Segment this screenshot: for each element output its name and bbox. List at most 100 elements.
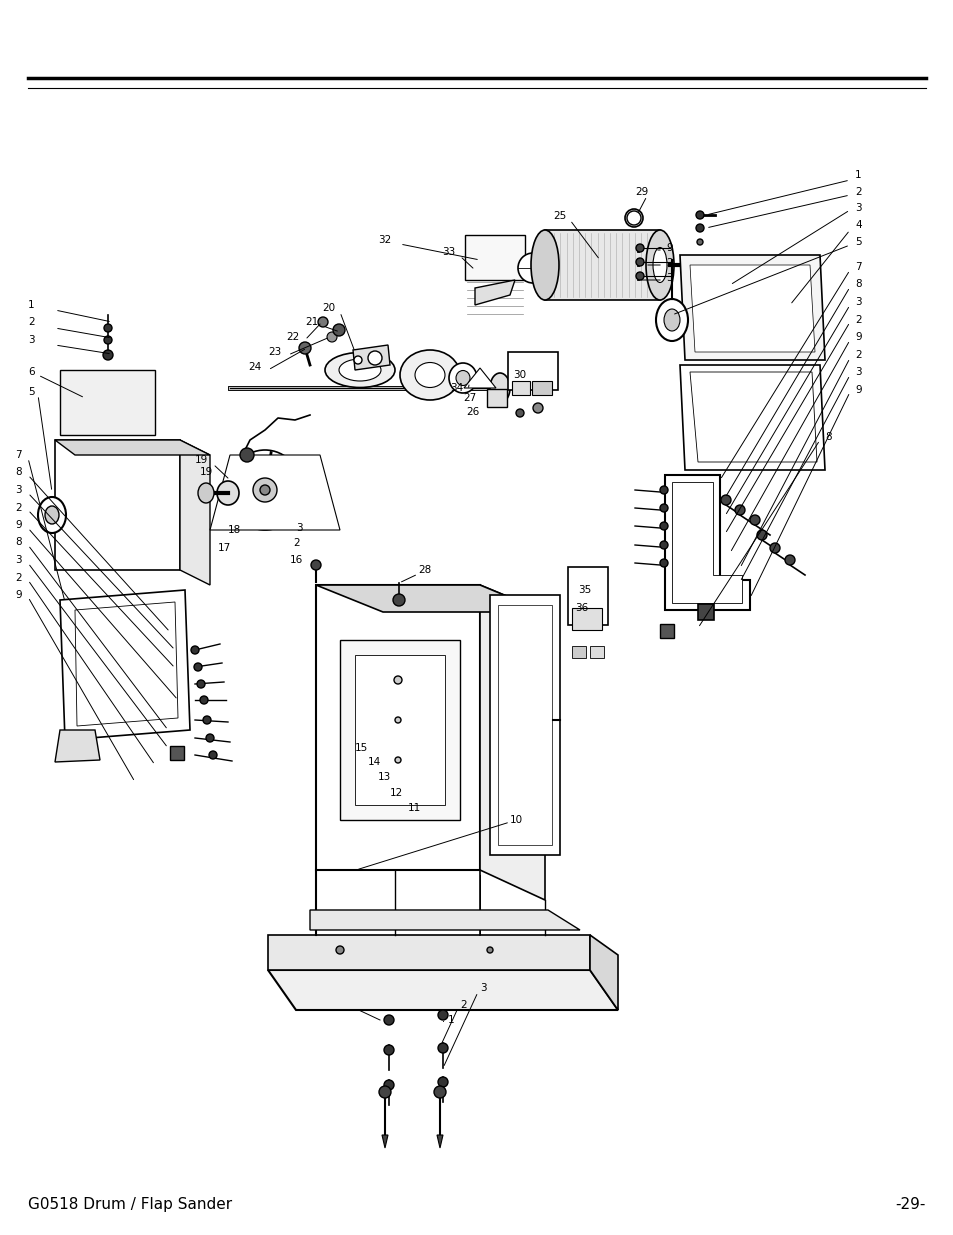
Circle shape xyxy=(203,716,211,724)
Polygon shape xyxy=(339,640,459,820)
Circle shape xyxy=(196,680,205,688)
Text: 25: 25 xyxy=(553,211,566,221)
Bar xyxy=(507,352,558,390)
Bar xyxy=(532,382,552,395)
Circle shape xyxy=(659,541,667,550)
Text: 8: 8 xyxy=(15,467,22,477)
Ellipse shape xyxy=(399,350,459,400)
Polygon shape xyxy=(180,440,210,585)
Text: 19: 19 xyxy=(194,454,208,466)
Text: 7: 7 xyxy=(15,450,22,459)
Circle shape xyxy=(486,947,493,953)
Circle shape xyxy=(734,505,744,515)
Text: 3: 3 xyxy=(854,367,861,377)
Text: 2: 2 xyxy=(459,1000,466,1010)
Text: 7: 7 xyxy=(854,262,861,272)
Ellipse shape xyxy=(216,480,239,505)
Ellipse shape xyxy=(327,332,336,342)
Polygon shape xyxy=(55,440,180,571)
Circle shape xyxy=(260,485,270,495)
Text: 2: 2 xyxy=(15,503,22,513)
Polygon shape xyxy=(353,345,390,370)
Circle shape xyxy=(636,258,643,266)
Polygon shape xyxy=(664,475,749,610)
Circle shape xyxy=(437,1077,448,1087)
Ellipse shape xyxy=(645,230,673,300)
Circle shape xyxy=(191,646,199,655)
Text: 3: 3 xyxy=(28,335,34,345)
Text: 20: 20 xyxy=(322,303,335,312)
Circle shape xyxy=(626,211,640,225)
Text: 3: 3 xyxy=(479,983,486,993)
Text: 12: 12 xyxy=(390,788,403,798)
Circle shape xyxy=(697,240,702,245)
Circle shape xyxy=(333,324,345,336)
Text: 34: 34 xyxy=(450,383,463,393)
Polygon shape xyxy=(497,605,552,845)
Text: 5: 5 xyxy=(854,237,861,247)
Text: 6: 6 xyxy=(28,367,34,377)
Text: 8: 8 xyxy=(854,279,861,289)
Text: 9: 9 xyxy=(15,590,22,600)
Text: 1: 1 xyxy=(28,300,34,310)
Circle shape xyxy=(533,403,542,412)
Text: 23: 23 xyxy=(268,347,281,357)
Bar xyxy=(698,604,713,620)
Text: 4: 4 xyxy=(854,220,861,230)
Bar xyxy=(572,646,585,658)
Circle shape xyxy=(200,697,208,704)
Ellipse shape xyxy=(663,309,679,331)
Polygon shape xyxy=(679,366,824,471)
Polygon shape xyxy=(490,595,559,855)
Polygon shape xyxy=(479,585,544,900)
Circle shape xyxy=(636,245,643,252)
Text: 17: 17 xyxy=(218,543,231,553)
Circle shape xyxy=(298,342,311,354)
Circle shape xyxy=(209,751,216,760)
Circle shape xyxy=(696,211,703,219)
Circle shape xyxy=(437,1010,448,1020)
Circle shape xyxy=(354,356,361,364)
Text: 32: 32 xyxy=(377,235,391,245)
Circle shape xyxy=(384,1045,394,1055)
Text: 1: 1 xyxy=(448,1015,455,1025)
Text: 3: 3 xyxy=(854,203,861,212)
Bar xyxy=(572,608,601,630)
Ellipse shape xyxy=(490,373,510,403)
Polygon shape xyxy=(315,585,479,869)
Text: 5: 5 xyxy=(28,387,34,396)
Polygon shape xyxy=(55,730,100,762)
Polygon shape xyxy=(679,254,824,359)
Circle shape xyxy=(104,336,112,345)
Bar xyxy=(589,646,603,658)
Circle shape xyxy=(240,448,253,462)
Circle shape xyxy=(253,478,276,501)
Ellipse shape xyxy=(45,506,59,524)
Bar xyxy=(170,746,184,760)
Text: 2: 2 xyxy=(854,315,861,325)
Circle shape xyxy=(104,324,112,332)
Circle shape xyxy=(193,663,202,671)
Polygon shape xyxy=(75,601,178,726)
Circle shape xyxy=(394,676,401,684)
Text: 2: 2 xyxy=(854,186,861,198)
Text: 27: 27 xyxy=(462,393,476,403)
Circle shape xyxy=(659,487,667,494)
Text: -29-: -29- xyxy=(895,1198,925,1213)
Circle shape xyxy=(749,515,760,525)
Polygon shape xyxy=(268,935,589,969)
Bar xyxy=(567,567,607,625)
Text: 36: 36 xyxy=(575,603,588,613)
Circle shape xyxy=(103,350,112,359)
Text: 3: 3 xyxy=(295,522,302,534)
Text: 1: 1 xyxy=(854,170,861,180)
Text: 2: 2 xyxy=(293,538,299,548)
Text: 16: 16 xyxy=(290,555,303,564)
Ellipse shape xyxy=(227,450,302,530)
Ellipse shape xyxy=(456,370,470,385)
Polygon shape xyxy=(671,482,741,603)
Bar xyxy=(659,624,673,638)
Circle shape xyxy=(395,718,400,722)
Text: 2: 2 xyxy=(665,258,672,268)
Text: 33: 33 xyxy=(441,247,455,257)
